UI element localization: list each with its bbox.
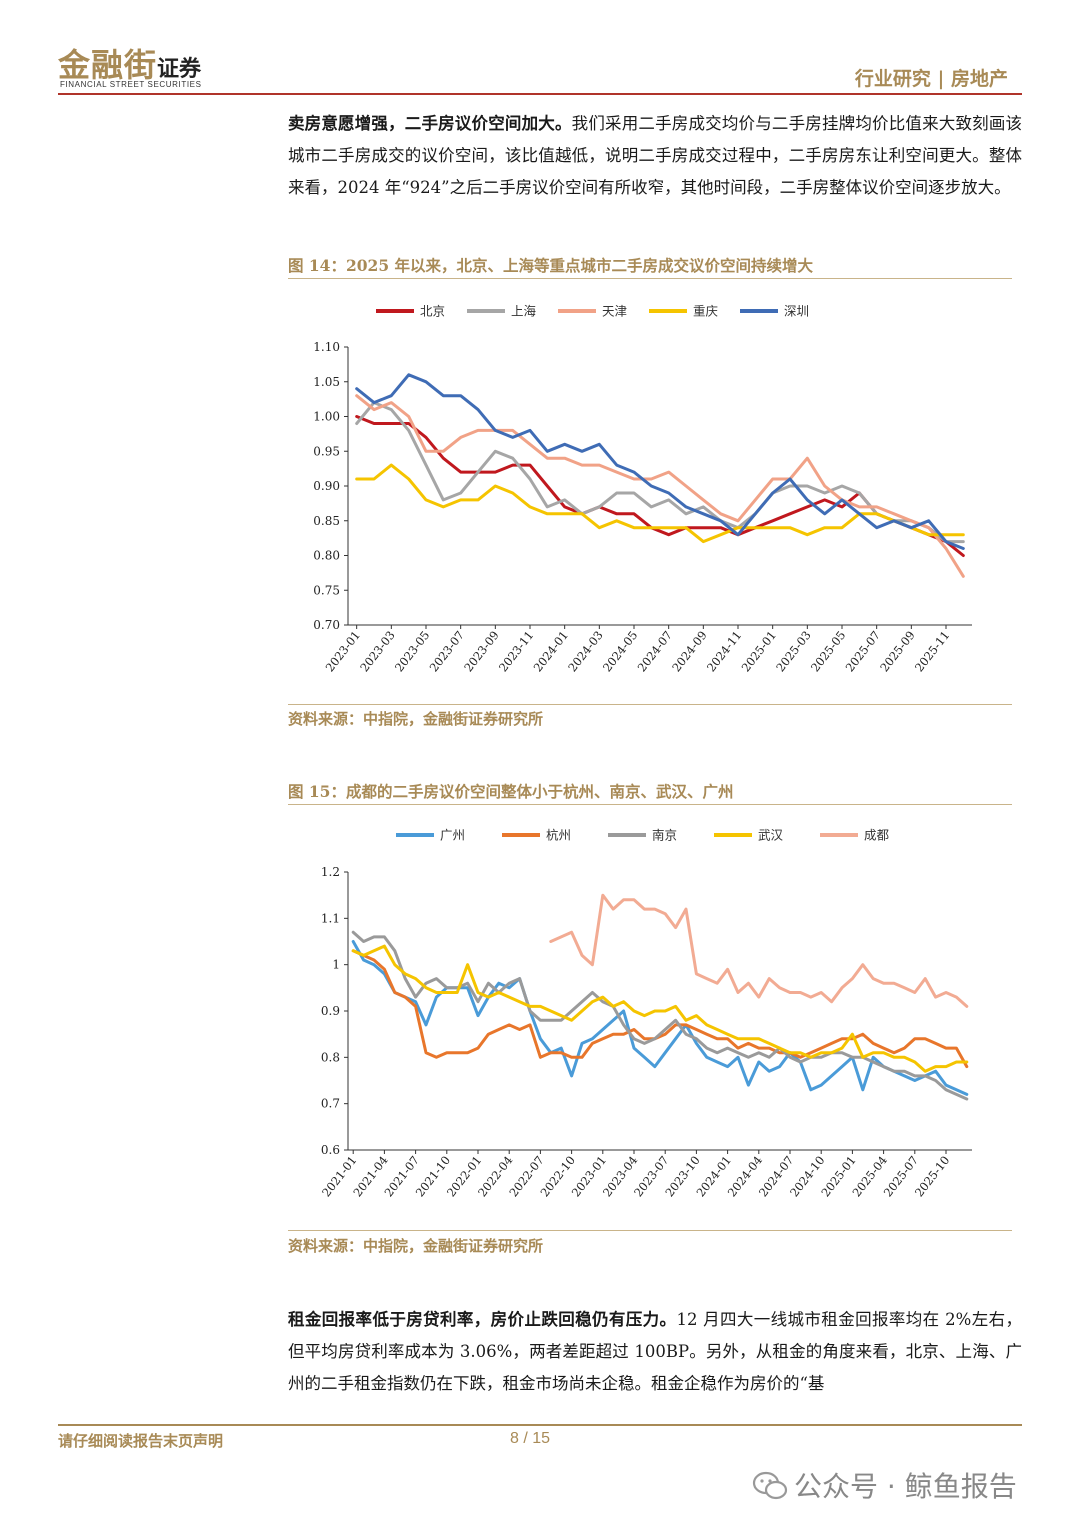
x-tick-label: 2025-11	[912, 628, 952, 674]
chart-fig14: 北京 上海 天津 重庆 深圳 1.10 1.05 1.00 0.95 0.90 0.85 0.80 0.…	[313, 304, 972, 675]
x-tick-label: 2024-11	[704, 628, 744, 674]
x-tick-label: 2024-03	[565, 628, 605, 674]
logo-text: 金融街	[58, 46, 158, 84]
x-tick-label: 2025-03	[773, 628, 813, 674]
figure-15-top-rule	[288, 804, 1012, 805]
y-tick-label: 1.2	[321, 865, 340, 879]
series-line-天津	[355, 394, 965, 578]
legend-label: 天津	[602, 304, 627, 319]
paragraph-rent-yield: 租金回报率低于房贷利率，房价止跌回稳仍有压力。12 月四大一线城市租金回报率均在…	[288, 1304, 1022, 1400]
section-label: 行业研究 | 房地产	[854, 68, 1008, 90]
y-tick-label: 0.8	[321, 1050, 340, 1064]
chart-fig15: 广州 杭州 南京 武汉 成都1.21.110.90.80.70.62021-012021…	[319, 828, 972, 1200]
x-tick-label: 2023-01	[323, 628, 363, 674]
x-tick-label: 2024-05	[600, 628, 640, 674]
y-tick-label: 0.9	[321, 1004, 340, 1018]
series-line-广州	[351, 940, 969, 1096]
y-tick-label: 0.85	[313, 514, 340, 528]
figure-14-top-rule	[288, 278, 1012, 279]
figure-14-title: 图 14：2025 年以来，北京、上海等重点城市二手房成交议价空间持续增大	[288, 256, 814, 275]
series-line-北京	[355, 415, 965, 557]
y-tick-label: 0.80	[313, 549, 340, 563]
paragraph-body: 我们采用二手房成交均价与二手房挂牌均价比值来大致刻画该城市二手房成交的议价空间，…	[288, 114, 1023, 197]
watermark: 公众号 · 鲸鱼报告	[752, 1465, 1017, 1505]
x-tick-label: 2025-01	[739, 628, 779, 674]
x-tick-label: 2023-03	[357, 628, 397, 674]
y-tick-label: 1.00	[313, 410, 340, 424]
paragraph-body: 12 月四大一线城市租金回报率均在 2%左右，但平均房贷利率成本为 3.06%，…	[288, 1310, 1023, 1393]
figure-15-source: 资料来源：中指院，金融街证券研究所	[288, 1237, 544, 1255]
paragraph-lead: 卖房意愿增强，二手房议价空间加大。	[288, 114, 572, 133]
x-tick-label: 2024-09	[669, 628, 709, 674]
footer-divider	[58, 1424, 1022, 1426]
watermark-text: 公众号 · 鲸鱼报告	[794, 1470, 1017, 1503]
y-tick-label: 0.75	[313, 583, 340, 597]
y-tick-label: 1.1	[321, 911, 340, 925]
x-tick-label: 2023-09	[461, 628, 501, 674]
legend-label: 杭州	[546, 828, 571, 843]
figure-14-bottom-rule	[288, 704, 1012, 705]
paragraph-bargaining-space: 卖房意愿增强，二手房议价空间加大。我们采用二手房成交均价与二手房挂牌均价比值来大…	[288, 108, 1022, 204]
x-tick-label: 2024-01	[531, 628, 571, 674]
y-tick-label: 1.05	[313, 375, 340, 389]
figure-14-source: 资料来源：中指院，金融街证券研究所	[288, 710, 544, 728]
company-logo: 金融街证券	[58, 40, 201, 86]
y-tick-label: 1.10	[313, 340, 340, 354]
y-tick-label: 0.6	[321, 1143, 340, 1157]
series-line-深圳	[355, 373, 965, 550]
legend-label: 南京	[652, 828, 677, 843]
legend-label: 武汉	[758, 828, 784, 843]
x-tick-label: 2025-05	[808, 628, 848, 674]
header-divider	[58, 93, 1022, 95]
page-number: 8 / 15	[510, 1430, 551, 1447]
series-line-重庆	[355, 463, 965, 544]
y-tick-label: 1	[332, 958, 340, 972]
series-line-上海	[355, 401, 965, 544]
logo-suffix: 证券	[157, 56, 202, 82]
y-tick-label: 0.90	[313, 479, 340, 493]
legend-label: 北京	[420, 304, 445, 319]
y-tick-label: 0.70	[313, 618, 340, 632]
wechat-icon	[752, 1471, 788, 1500]
series-line-武汉	[351, 944, 969, 1073]
x-tick-label: 2023-05	[392, 628, 432, 674]
legend-label: 上海	[511, 304, 537, 319]
series-line-杭州	[351, 949, 969, 1069]
legend-label: 成都	[864, 828, 890, 843]
figure-15-bottom-rule	[288, 1230, 1012, 1231]
y-tick-label: 0.95	[313, 444, 340, 458]
x-tick-label: 2023-07	[427, 628, 467, 674]
logo-english: FINANCIAL STREET SECURITIES	[60, 80, 202, 89]
x-tick-label: 2023-11	[496, 628, 536, 674]
legend-label: 广州	[440, 828, 465, 843]
y-tick-label: 0.7	[321, 1097, 340, 1111]
figure-15-title: 图 15：成都的二手房议价空间整体小于杭州、南京、武汉、广州	[288, 782, 734, 801]
x-tick-label: 2025-09	[877, 628, 917, 674]
series-line-成都	[549, 893, 969, 1008]
legend-label: 深圳	[784, 304, 809, 319]
x-tick-label: 2024-07	[635, 628, 675, 674]
legend-label: 重庆	[693, 304, 719, 319]
series-line-南京	[351, 930, 969, 1101]
x-tick-label: 2025-07	[843, 628, 883, 674]
paragraph-lead: 租金回报率低于房贷利率，房价止跌回稳仍有压力。	[288, 1310, 677, 1329]
footer-disclaimer: 请仔细阅读报告末页声明	[58, 1432, 224, 1450]
